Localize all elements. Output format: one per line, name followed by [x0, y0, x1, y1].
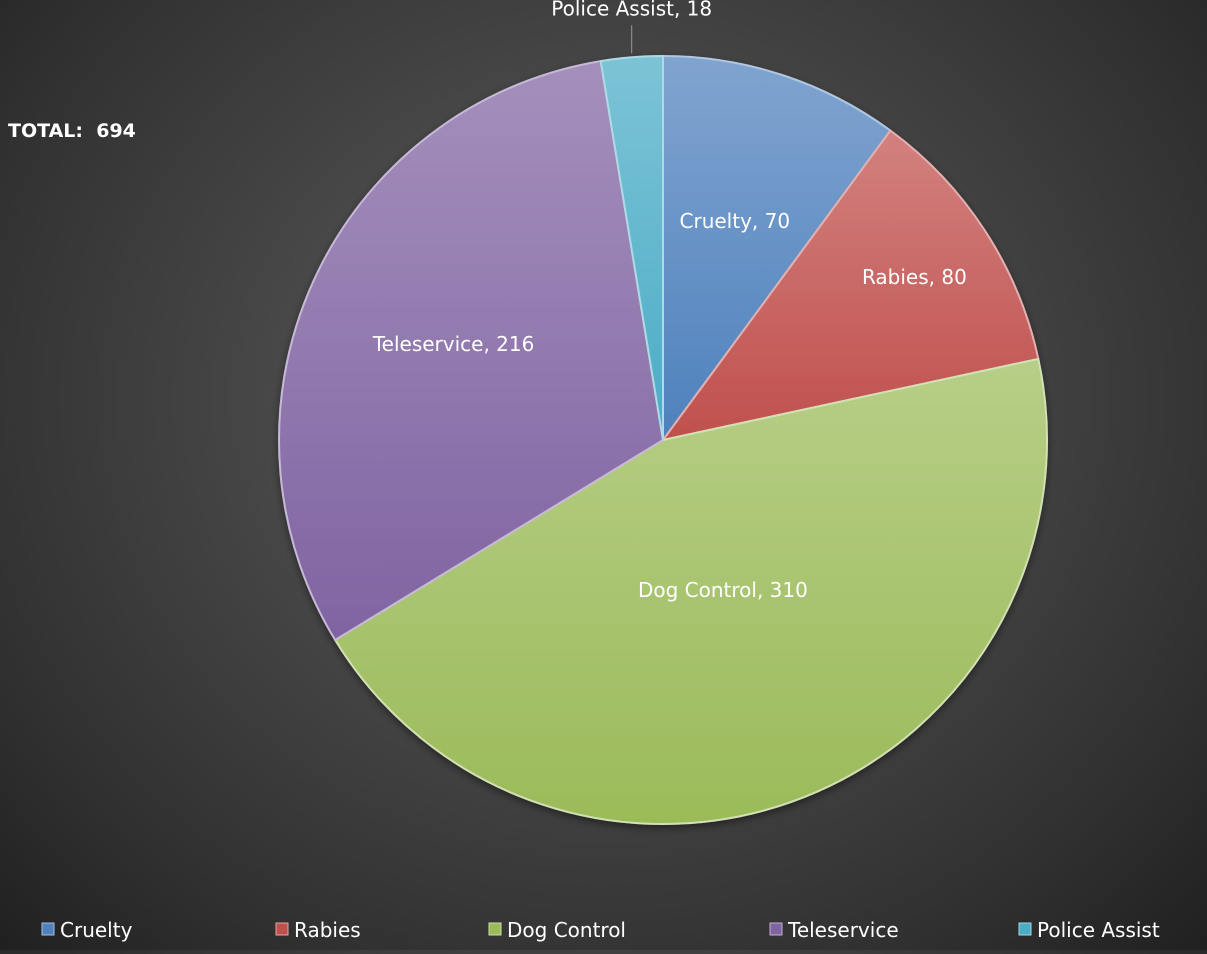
legend-item-cruelty: Cruelty	[41, 918, 133, 942]
pie-slice-dog-control	[334, 357, 1048, 825]
pie-slice-rabies	[662, 129, 1040, 441]
data-label-police-assist: Police Assist, 18	[551, 0, 712, 20]
pie-slice-teleservice	[278, 60, 664, 641]
legend-label: Teleservice	[787, 918, 899, 942]
data-label-teleservice: Teleservice, 216	[372, 332, 535, 356]
pie-slice-cruelty	[662, 55, 892, 441]
legend-label: Cruelty	[60, 918, 133, 942]
legend-label: Police Assist	[1037, 918, 1160, 942]
legend-swatch	[41, 922, 55, 936]
legend-item-police-assist: Police Assist	[1018, 918, 1160, 942]
legend-item-teleservice: Teleservice	[769, 918, 899, 942]
legend-item-rabies: Rabies	[275, 918, 361, 942]
legend-swatch	[488, 922, 502, 936]
data-label-rabies: Rabies, 80	[862, 265, 967, 289]
legend-swatch	[1018, 922, 1032, 936]
legend-label: Dog Control	[507, 918, 626, 942]
legend-label: Rabies	[294, 918, 361, 942]
total-label: TOTAL: 694	[8, 120, 136, 142]
legend-item-dog-control: Dog Control	[488, 918, 626, 942]
legend-swatch	[769, 922, 783, 936]
data-label-cruelty: Cruelty, 70	[680, 209, 791, 233]
legend-swatch	[275, 922, 289, 936]
pie-slice-police-assist	[599, 55, 664, 441]
data-label-dog-control: Dog Control, 310	[638, 578, 808, 602]
